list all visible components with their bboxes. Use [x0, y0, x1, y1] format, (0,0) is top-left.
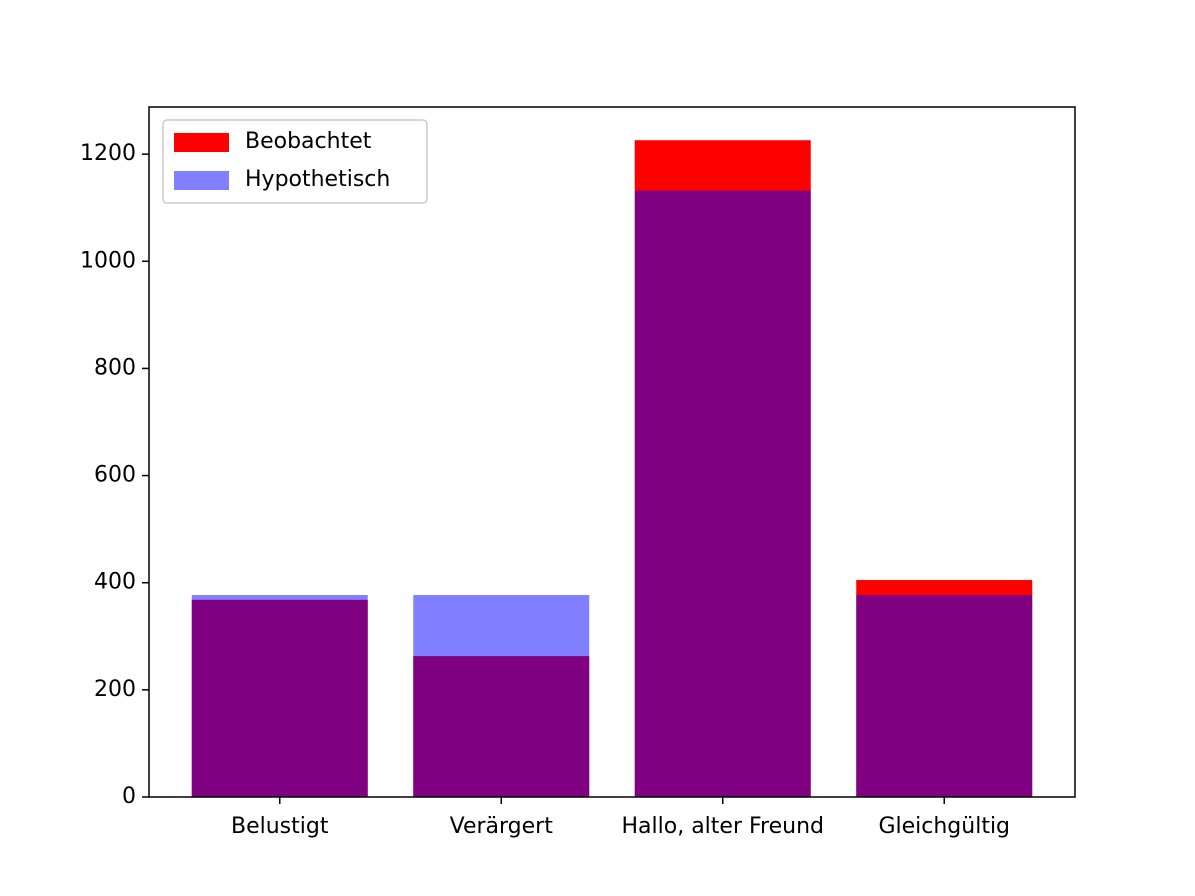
legend-label: Hypothetisch	[245, 167, 390, 192]
y-tick-label: 0	[122, 784, 136, 809]
y-tick-label: 600	[94, 463, 136, 488]
x-tick-label: Verärgert	[450, 814, 554, 839]
y-tick-label: 1200	[80, 141, 136, 166]
x-tick-label: Belustigt	[231, 814, 329, 839]
x-tick-label: Gleichgültig	[878, 814, 1010, 839]
y-tick-label: 1000	[80, 248, 136, 273]
legend-swatch	[174, 171, 229, 190]
y-tick-label: 400	[94, 570, 136, 595]
y-tick-label: 800	[94, 355, 136, 380]
y-tick-label: 200	[94, 677, 136, 702]
x-tick-label: Hallo, alter Freund	[622, 814, 825, 839]
bar	[191, 595, 368, 797]
legend-swatch	[174, 133, 229, 152]
bar	[856, 595, 1033, 797]
legend-label: Beobachtet	[245, 129, 372, 154]
plot-frame	[148, 106, 1076, 798]
bar	[413, 595, 590, 797]
bar	[634, 190, 811, 798]
